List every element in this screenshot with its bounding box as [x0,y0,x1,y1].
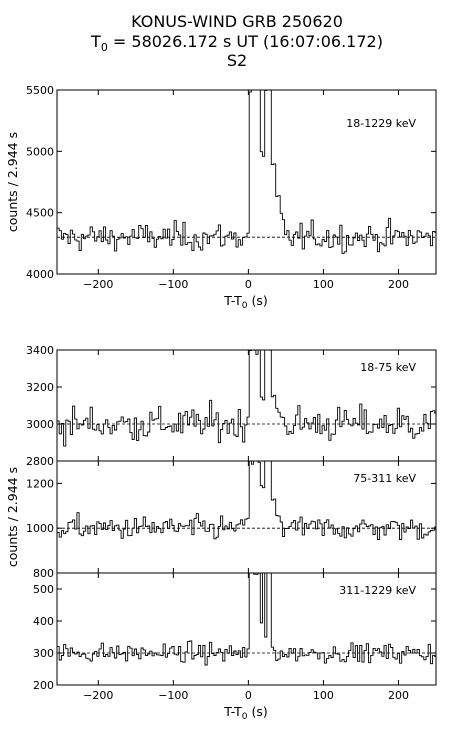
title-line-2: T0 = 58026.172 s UT (16:07:06.172) [90,32,383,54]
y-tick-label: 300 [33,647,54,660]
y-tick-label: 1000 [26,522,54,535]
x-axis-label-bottom: T-T0 (s) [223,704,267,722]
y-tick-label: 800 [33,567,54,580]
y-tick-label: 5000 [26,145,54,158]
y-tick-label: 1200 [26,477,54,490]
x-tick-label: −200 [83,278,113,291]
y-tick-label: 2800 [26,455,54,468]
y-tick-label: 3200 [26,381,54,394]
energy-band-label: 75-311 keV [353,472,416,485]
panel-18-75-kev: 2800 3000 3200 3400 18-75 keV [26,344,437,468]
panel-311-1229-kev: 200 300 400 500 −200 −100 0 100 200 311-1229 keV [33,572,437,702]
y-tick-label: 4000 [26,268,54,281]
light-curve [57,89,436,254]
y-tick-label: 500 [33,583,54,596]
plot-frame [56,89,437,275]
x-tick-label: −100 [158,278,188,291]
x-axis-label-top: T-T0 (s) [223,293,267,311]
energy-band-label: 311-1229 keV [339,584,416,597]
y-tick-label: 4500 [26,207,54,220]
x-tick-label: 100 [313,278,334,291]
panel-18-1229-kev: 4000 4500 5000 5500 −200 −100 0 100 200 18-1229 k… [26,84,437,291]
x-tick-label: 200 [388,278,409,291]
x-tick-label: 200 [388,689,409,702]
title-line-1: KONUS-WIND GRB 250620 [131,12,343,31]
panel-75-311-kev: 800 1000 1200 75-311 keV [26,460,437,580]
x-tick-label: 0 [245,689,252,702]
y-axis-label-bottom: counts / 2.944 s [5,467,20,567]
y-axis-label-top: counts / 2.944 s [5,132,20,232]
x-tick-label: −200 [83,689,113,702]
x-tick-label: 100 [313,689,334,702]
y-tick-label: 200 [33,679,54,692]
light-curve [57,460,436,541]
light-curve [57,572,436,666]
energy-band-label: 18-75 keV [360,361,416,374]
y-tick-label: 3000 [26,418,54,431]
y-tick-label: 5500 [26,84,54,97]
title-line-3: S2 [227,51,247,70]
plot-frame [56,572,437,686]
y-tick-label: 3400 [26,344,54,357]
y-tick-label: 400 [33,615,54,628]
x-tick-label: −100 [158,689,188,702]
x-tick-label: 0 [245,278,252,291]
energy-band-label: 18-1229 keV [346,117,416,130]
